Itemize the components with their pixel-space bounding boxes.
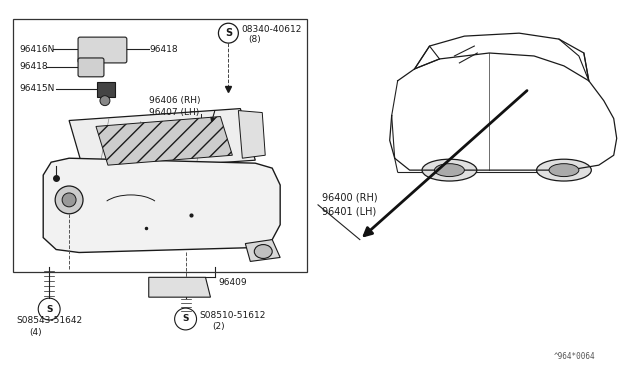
FancyBboxPatch shape — [78, 37, 127, 63]
Text: (8): (8) — [248, 35, 261, 44]
Text: ^964*0064: ^964*0064 — [554, 352, 596, 361]
Bar — [97, 82, 115, 97]
Polygon shape — [69, 109, 255, 172]
Polygon shape — [245, 240, 280, 262]
Ellipse shape — [422, 159, 477, 181]
Ellipse shape — [549, 164, 579, 177]
Text: S08510-51612: S08510-51612 — [200, 311, 266, 320]
FancyBboxPatch shape — [78, 58, 104, 77]
Text: 96415N: 96415N — [19, 84, 54, 93]
Text: S: S — [225, 28, 232, 38]
Text: 08340-40612: 08340-40612 — [241, 25, 301, 34]
Polygon shape — [96, 116, 232, 165]
Text: 96401 (LH): 96401 (LH) — [322, 207, 376, 217]
Polygon shape — [238, 110, 265, 158]
Ellipse shape — [254, 244, 272, 259]
Text: 96406 (RH): 96406 (RH) — [148, 96, 200, 105]
Text: 96407 (LH): 96407 (LH) — [148, 108, 199, 117]
Polygon shape — [148, 277, 211, 297]
Text: S08543-51642: S08543-51642 — [17, 317, 83, 326]
Text: 96418: 96418 — [150, 45, 179, 54]
Ellipse shape — [536, 159, 591, 181]
Ellipse shape — [435, 164, 465, 177]
Text: S: S — [182, 314, 189, 324]
Circle shape — [62, 193, 76, 207]
Circle shape — [100, 96, 110, 106]
Bar — [13, 19, 307, 272]
Text: (2): (2) — [212, 323, 225, 331]
Text: 96416N: 96416N — [19, 45, 54, 54]
Text: S: S — [46, 305, 52, 314]
Text: (4): (4) — [29, 328, 42, 337]
Circle shape — [55, 186, 83, 214]
Text: 96409: 96409 — [218, 278, 247, 287]
Polygon shape — [44, 158, 280, 253]
Text: 96400 (RH): 96400 (RH) — [322, 193, 378, 203]
Text: 96418: 96418 — [19, 62, 48, 71]
